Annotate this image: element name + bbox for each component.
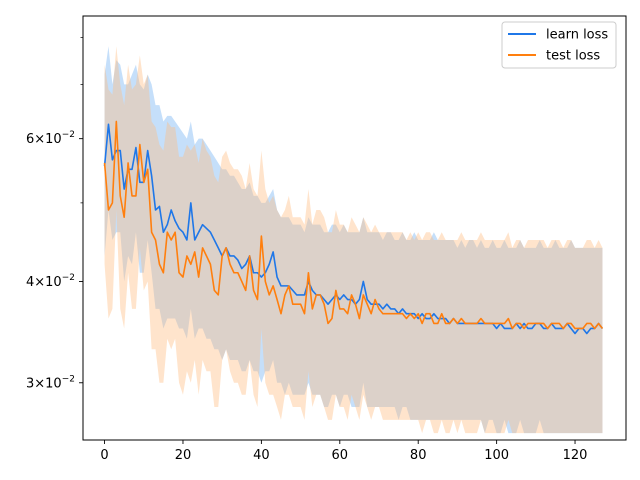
test-loss-band bbox=[104, 46, 603, 434]
x-tick-label: 40 bbox=[253, 448, 270, 463]
x-tick-label: 60 bbox=[332, 448, 349, 463]
x-tick-label: 80 bbox=[410, 448, 427, 463]
learn-loss-band bbox=[104, 46, 603, 434]
learn-loss-line bbox=[103, 123, 604, 335]
confidence-bands bbox=[104, 46, 603, 434]
x-axis: 0 20 40 60 80 100 120 bbox=[100, 440, 587, 463]
x-tick-label: 20 bbox=[175, 448, 192, 463]
series-lines bbox=[103, 120, 604, 335]
legend-learn-loss-label: learn loss bbox=[546, 28, 608, 43]
y-tick-label: 4×10−2 bbox=[26, 273, 75, 290]
plot-frame bbox=[82, 15, 627, 441]
x-tick-label: 0 bbox=[100, 448, 108, 463]
y-tick-label: 3×10−2 bbox=[26, 374, 75, 391]
legend-test-loss-label: test loss bbox=[546, 49, 600, 64]
x-tick-label: 120 bbox=[563, 448, 588, 463]
test-loss-line bbox=[103, 120, 604, 330]
y-tick-label: 6×10−2 bbox=[26, 130, 75, 147]
legend: learn loss test loss bbox=[501, 21, 617, 69]
y-axis: 3×10−2 4×10−2 6×10−2 bbox=[26, 37, 83, 391]
x-tick-label: 100 bbox=[484, 448, 509, 463]
